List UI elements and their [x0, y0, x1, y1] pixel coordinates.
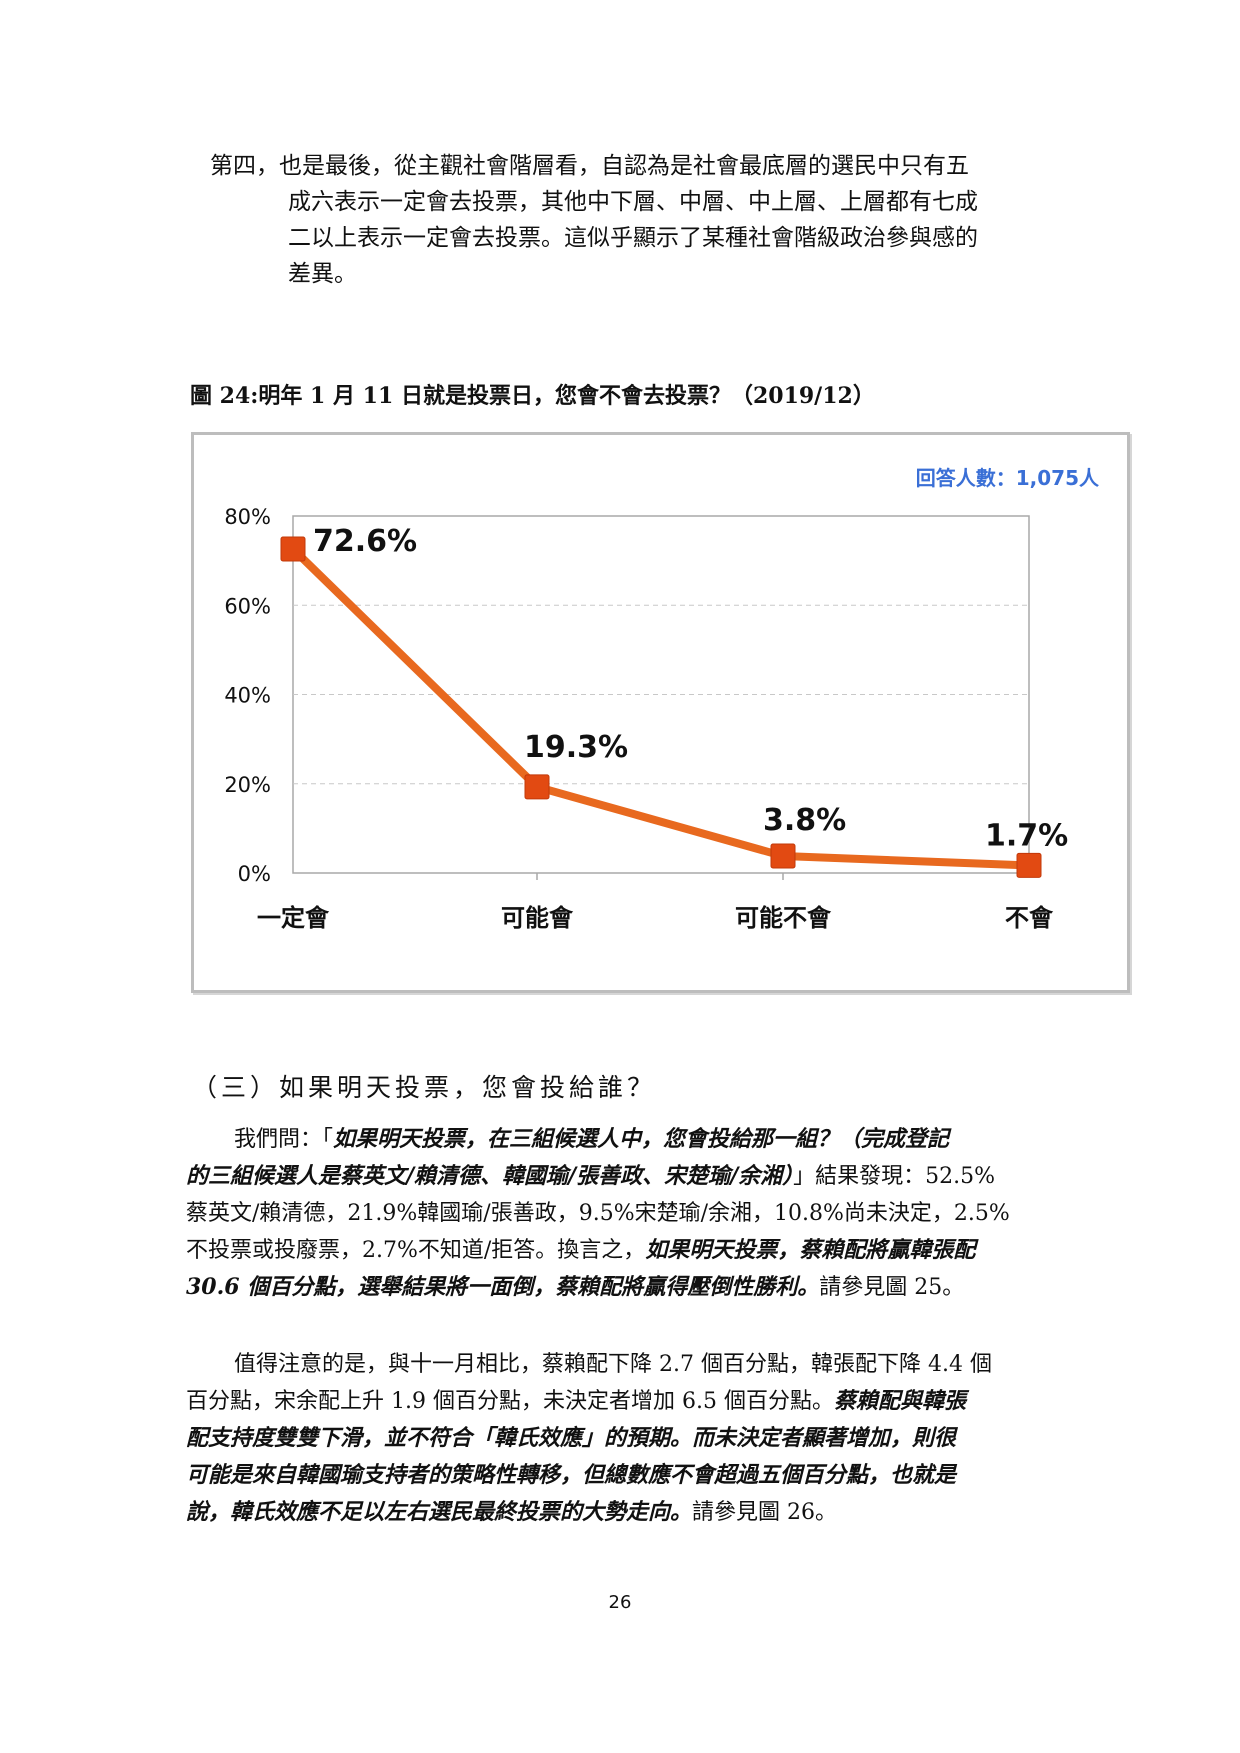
- para1-line-1: 第四，也是最後，從主觀社會階層看，自認為是社會最底層的選民中只有五: [210, 153, 969, 179]
- data-point-marker: [770, 843, 796, 869]
- paragraph-vote-intention: 我們問：「如果明天投票，在三組候選人中，您會投給那一組？（完成登記 的三組候選人…: [186, 1121, 1054, 1306]
- para1-line-2: 成六表示一定會去投票，其他中下層、中層、中上層、上層都有七成: [288, 189, 978, 215]
- p2-line-4: 不投票或投廢票，2.7%不知道/拒答。換言之，如果明天投票，蔡賴配將贏韓張配: [186, 1232, 1054, 1269]
- data-point-marker: [280, 536, 306, 562]
- x-category-label: 可能不會: [735, 904, 832, 932]
- y-tick-label: 0%: [238, 862, 271, 886]
- p3-line-2: 百分點，宋余配上升 1.9 個百分點，未決定者增加 6.5 個百分點。蔡賴配與韓…: [186, 1383, 1054, 1420]
- p3-text: 百分點，宋余配上升 1.9 個百分點，未決定者增加 6.5 個百分點。: [186, 1389, 834, 1414]
- p3-emphasis: 蔡賴配與韓張: [833, 1388, 966, 1414]
- x-category-label: 不會: [1005, 904, 1054, 932]
- data-value-label: 1.7%: [985, 818, 1068, 853]
- p3-line-3: 配支持度雙雙下滑，並不符合「韓氏效應」的預期。而未決定者顯著增加，則很: [186, 1425, 957, 1451]
- x-category-label: 一定會: [257, 904, 330, 932]
- p2-text: 不投票或投廢票，2.7%不知道/拒答。換言之，: [186, 1238, 646, 1263]
- series-line: [290, 546, 1030, 870]
- figure-caption: 圖 24:明年 1 月 11 日就是投票日，您會不會去投票？（2019/12）: [190, 383, 875, 409]
- line-chart: 0% 20% 40% 60% 80% 一定會 可能會 可能不會 不會 72.6% 19.3% 3.8%…: [224, 466, 1100, 932]
- p3-line-5: 說，韓氏效應不足以左右選民最終投票的大勢走向。請參見圖 26。: [186, 1494, 1054, 1531]
- p3-line-4: 可能是來自韓國瑜支持者的策略性轉移，但總數應不會超過五個百分點，也就是: [186, 1462, 957, 1488]
- p2-text: 請參見圖 25。: [819, 1275, 965, 1300]
- data-point-marker: [1016, 852, 1042, 878]
- x-category-label: 可能會: [501, 904, 574, 932]
- data-value-label: 72.6%: [313, 524, 417, 559]
- p2-text: 」結果發現：52.5%: [793, 1164, 995, 1189]
- paragraph-social-class: 第四，也是最後，從主觀社會階層看，自認為是社會最底層的選民中只有五 成六表示一定…: [210, 148, 1040, 292]
- p3-emphasis: 說，韓氏效應不足以左右選民最終投票的大勢走向。: [186, 1499, 693, 1525]
- p2-emphasis: 如果明天投票，蔡賴配將贏韓張配: [645, 1237, 976, 1263]
- y-tick-label: 60%: [224, 594, 271, 618]
- p2-line-1: 我們問：「如果明天投票，在三組候選人中，您會投給那一組？（完成登記: [186, 1121, 1054, 1158]
- data-value-label: 3.8%: [763, 803, 846, 838]
- data-point-marker: [524, 774, 550, 800]
- p3-line-1: 值得注意的是，與十一月相比，蔡賴配下降 2.7 個百分點，韓張配下降 4.4 個: [234, 1352, 992, 1377]
- y-tick-label: 40%: [224, 684, 271, 708]
- p2-emphasis: 如果明天投票，在三組候選人中，您會投給那一組？（完成登記: [333, 1126, 950, 1152]
- y-tick-label: 80%: [224, 505, 271, 529]
- p2-emphasis: 的三組候選人是蔡英文/賴清德、韓國瑜/張善政、宋楚瑜/余湘）: [186, 1163, 794, 1189]
- p2-line-2: 的三組候選人是蔡英文/賴清德、韓國瑜/張善政、宋楚瑜/余湘）」結果發現：52.5…: [186, 1158, 1054, 1195]
- data-value-label: 19.3%: [524, 730, 628, 765]
- p2-line-5: 30.6 個百分點，選舉結果將一面倒，蔡賴配將贏得壓倒性勝利。請參見圖 25。: [186, 1269, 1054, 1306]
- p2-text: 我們問：「: [234, 1127, 334, 1152]
- page-number: 26: [608, 1592, 632, 1613]
- y-tick-label: 20%: [224, 773, 271, 797]
- para1-line-3: 二以上表示一定會去投票。這似乎顯示了某種社會階級政治參與感的: [288, 225, 978, 251]
- paragraph-comparison: 值得注意的是，與十一月相比，蔡賴配下降 2.7 個百分點，韓張配下降 4.4 個…: [186, 1346, 1054, 1531]
- section-title: （三）如果明天投票，您會投給誰？: [192, 1073, 657, 1102]
- chart-frame: 0% 20% 40% 60% 80% 一定會 可能會 可能不會 不會 72.6% 19.3% 3.8%…: [191, 432, 1130, 993]
- para1-line-4: 差異。: [288, 261, 357, 287]
- p3-text: 請參見圖 26。: [692, 1500, 838, 1525]
- p2-line-3: 蔡英文/賴清德，21.9%韓國瑜/張善政，9.5%宋楚瑜/余湘，10.8%尚未決…: [186, 1201, 1010, 1226]
- respondent-count-annotation: 回答人數：1,075人: [916, 466, 1100, 490]
- p2-emphasis: 30.6 個百分點，選舉結果將一面倒，蔡賴配將贏得壓倒性勝利。: [186, 1274, 820, 1300]
